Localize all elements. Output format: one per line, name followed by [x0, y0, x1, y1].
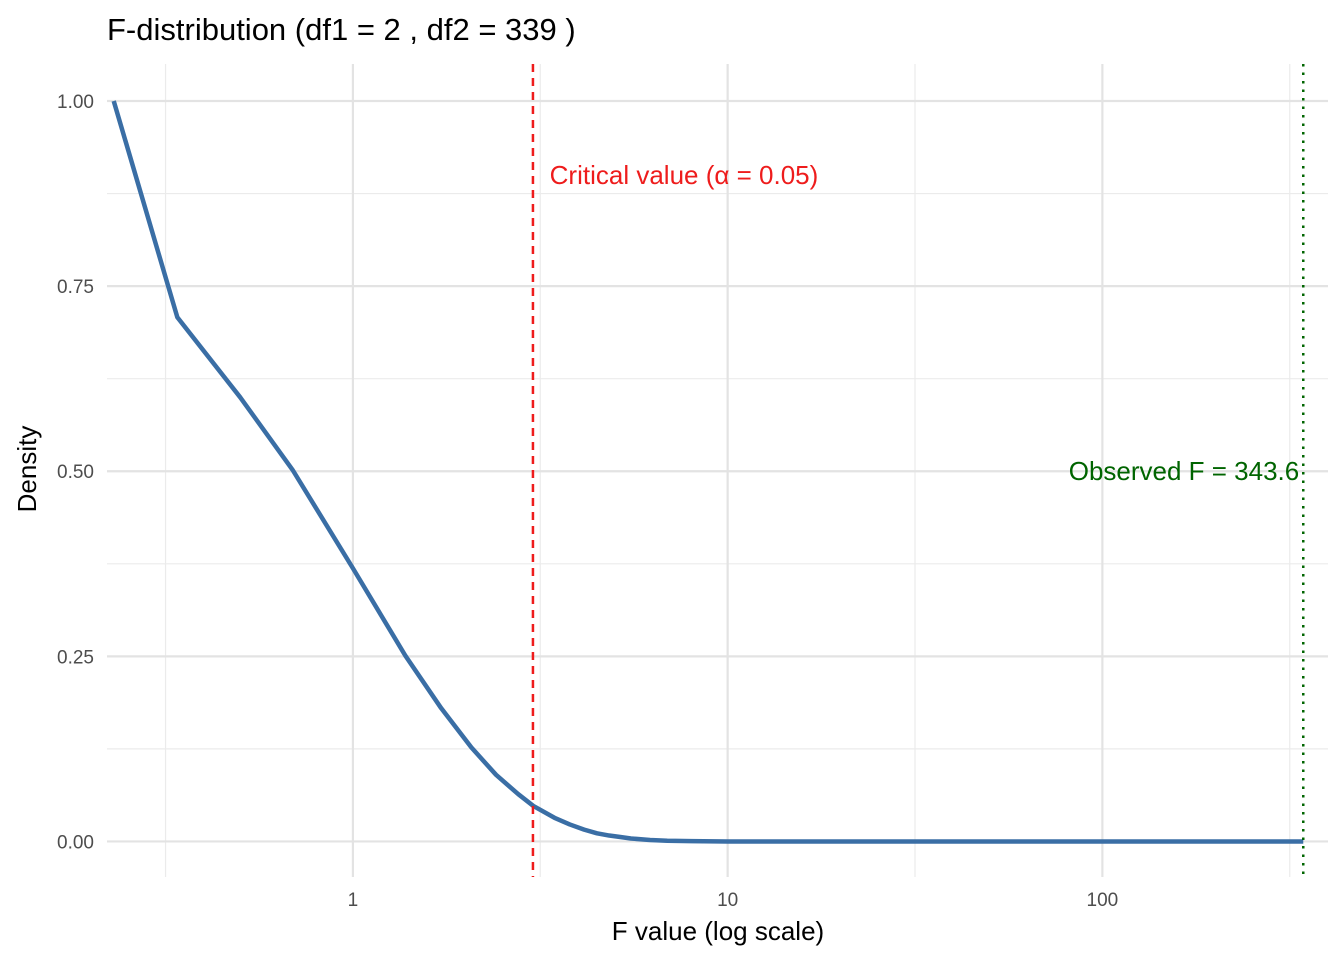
observed-f-label: Observed F = 343.6: [1069, 456, 1300, 486]
x-tick-labels: 1 10 100: [348, 890, 1119, 911]
density-curve: [111, 100, 1304, 844]
series-layer: [111, 100, 1304, 844]
reference-lines: Critical value (α = 0.05) Observed F = 34…: [531, 64, 1305, 877]
y-tick-label: 0.75: [57, 277, 94, 298]
y-tick-label: 0.25: [57, 647, 94, 668]
grid-major: [107, 64, 1328, 877]
y-tick-labels: 0.00 0.25 0.50 0.75 1.00: [57, 92, 94, 853]
y-tick-label: 1.00: [57, 92, 94, 113]
x-tick-label: 100: [1087, 890, 1119, 911]
y-tick-label: 0.50: [57, 462, 94, 483]
x-tick-label: 10: [717, 890, 738, 911]
grid-minor: [107, 64, 1328, 877]
y-tick-label: 0.00: [57, 832, 94, 853]
x-axis-title: F value (log scale): [612, 916, 824, 946]
critical-value-label: Critical value (α = 0.05): [550, 160, 819, 190]
y-axis-title: Density: [12, 426, 42, 513]
x-tick-label: 1: [348, 890, 359, 911]
chart-title: F-distribution (df1 = 2 , df2 = 339 ): [107, 12, 576, 47]
